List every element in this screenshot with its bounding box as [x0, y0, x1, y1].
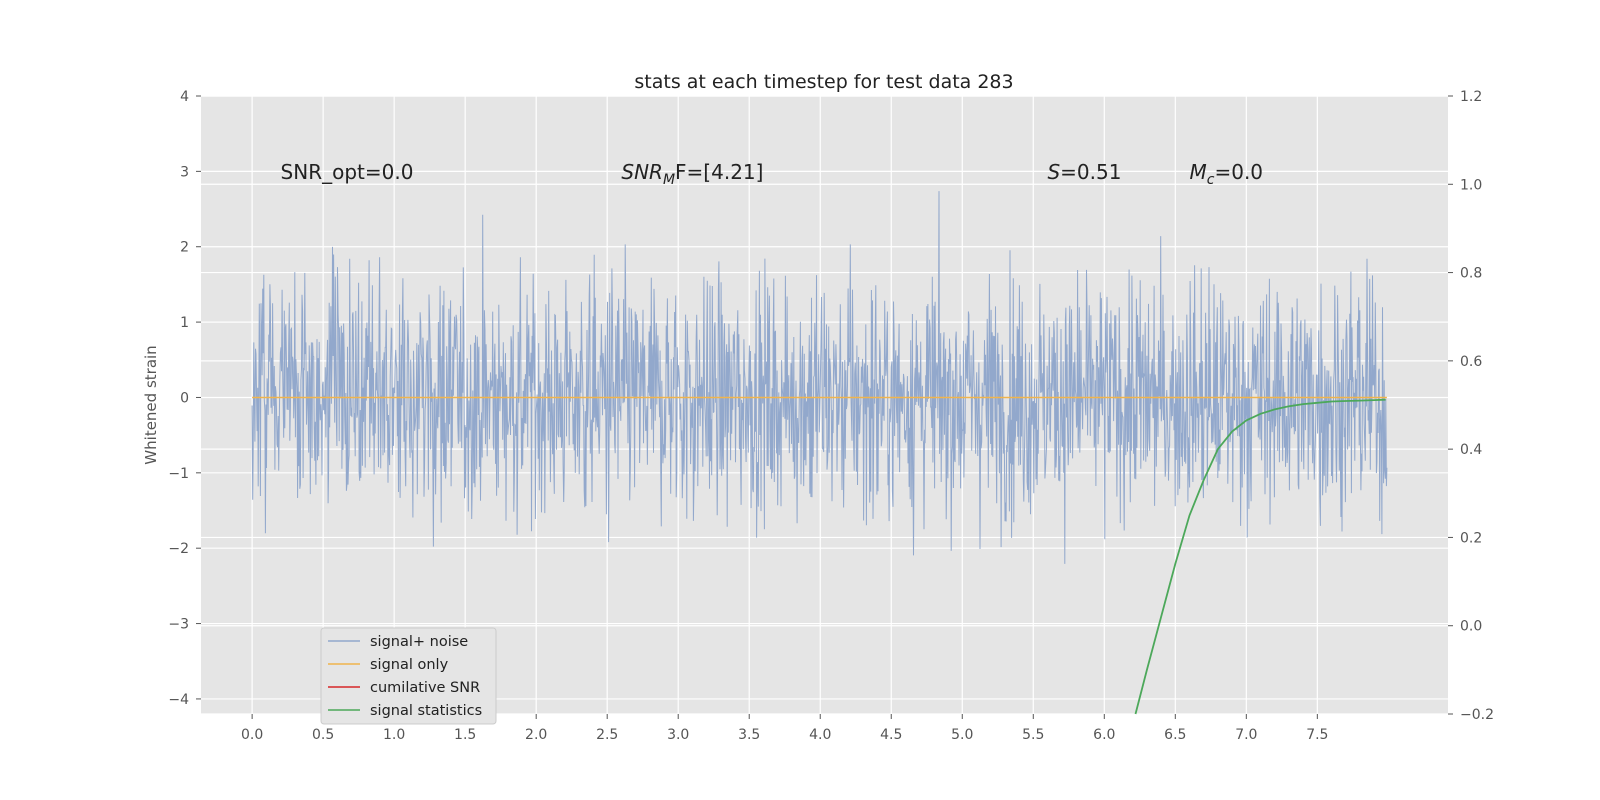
- series-line-signal-plus-noise: [251, 191, 1388, 564]
- x-tick-label: 0.0: [241, 727, 263, 743]
- x-tick-label: 2.0: [525, 727, 547, 743]
- x-tick-label: 6.5: [1164, 727, 1186, 743]
- x-tick-label: 4.0: [809, 727, 831, 743]
- y-tick-label: −2: [168, 541, 189, 557]
- annotation-value: =0.51: [1060, 160, 1121, 184]
- legend-box: [320, 627, 497, 725]
- y2-tick-label: 0.2: [1460, 530, 1482, 546]
- x-tick-label: 1.5: [454, 727, 476, 743]
- x-tick-label: 7.0: [1235, 727, 1257, 743]
- x-tick-label: 6.0: [1093, 727, 1115, 743]
- series-lines: [252, 396, 1387, 715]
- chart-title: stats at each timestep for test data 283: [634, 71, 1013, 93]
- annotations: SNR_opt=0.0 SNRMF=[4.21] S=0.51 Mc=0.0: [281, 160, 1264, 188]
- annotation-symbol: SNR: [621, 160, 663, 184]
- x-tick-label: 5.0: [951, 727, 973, 743]
- annotation-mc: Mc=0.0: [1190, 160, 1264, 188]
- y-axis-label: Whitened strain: [142, 345, 160, 464]
- y2-tick-label: 0.6: [1460, 354, 1482, 370]
- annotation-subscript: c: [1207, 172, 1215, 188]
- y2-tick-label: 0.4: [1460, 442, 1482, 458]
- legend-label: cumilative SNR: [370, 680, 480, 696]
- legend: signal+ noise signal only cumilative SNR si…: [320, 627, 497, 725]
- y-tick-label: 3: [180, 164, 189, 180]
- series-signal-plus-noise: [251, 191, 1388, 564]
- y-tick-label: −4: [168, 692, 189, 708]
- y2-tick-label: 0.0: [1460, 619, 1482, 635]
- y-tick-label: 2: [180, 240, 189, 256]
- y-tick-label: −3: [168, 617, 189, 633]
- y2-tick-label: 1.2: [1460, 89, 1482, 105]
- x-tick-label: 3.5: [738, 727, 760, 743]
- x-tick-label: 3.0: [667, 727, 689, 743]
- legend-label: signal+ noise: [370, 634, 468, 650]
- x-tick-label: 0.5: [312, 727, 334, 743]
- x-tick-label: 1.0: [383, 727, 405, 743]
- annotation-value: F=[4.21]: [675, 160, 763, 184]
- y-axis-right: −0.2 0.0 0.2 0.4 0.6 0.8 1.0 1.2: [1448, 89, 1494, 723]
- y2-tick-label: −0.2: [1460, 707, 1494, 723]
- series-line-signal-statistics: [1134, 398, 1386, 715]
- legend-label: signal only: [370, 657, 449, 673]
- y-tick-label: 0: [180, 390, 189, 406]
- y-tick-label: 1: [180, 315, 189, 331]
- x-tick-label: 5.5: [1022, 727, 1044, 743]
- x-tick-label: 7.5: [1306, 727, 1328, 743]
- y2-tick-label: 0.8: [1460, 266, 1482, 282]
- annotation-value: =0.0: [1214, 160, 1263, 184]
- x-axis: 0.0 0.5 1.0 1.5 2.0 2.5 3.0 3.5 4.0 4.5 5.0 5.5 6.0 6…: [241, 714, 1328, 743]
- annotation-snr_mf: SNRMF=[4.21]: [621, 160, 763, 188]
- annotation-s: S=0.51: [1047, 160, 1121, 184]
- annotation-snr_opt: SNR_opt=0.0: [281, 160, 414, 184]
- y-tick-label: −1: [168, 466, 189, 482]
- x-tick-label: 2.5: [596, 727, 618, 743]
- x-tick-label: 4.5: [880, 727, 902, 743]
- annotation-subscript: M: [663, 172, 675, 188]
- y2-tick-label: 1.0: [1460, 177, 1482, 193]
- annotation-symbol: M: [1190, 160, 1207, 184]
- annotation-symbol: S: [1047, 160, 1060, 184]
- legend-label: signal statistics: [370, 703, 482, 719]
- y-tick-label: 4: [180, 89, 189, 105]
- y-axis-left: −4 −3 −2 −1 0 1 2 3 4: [168, 89, 201, 708]
